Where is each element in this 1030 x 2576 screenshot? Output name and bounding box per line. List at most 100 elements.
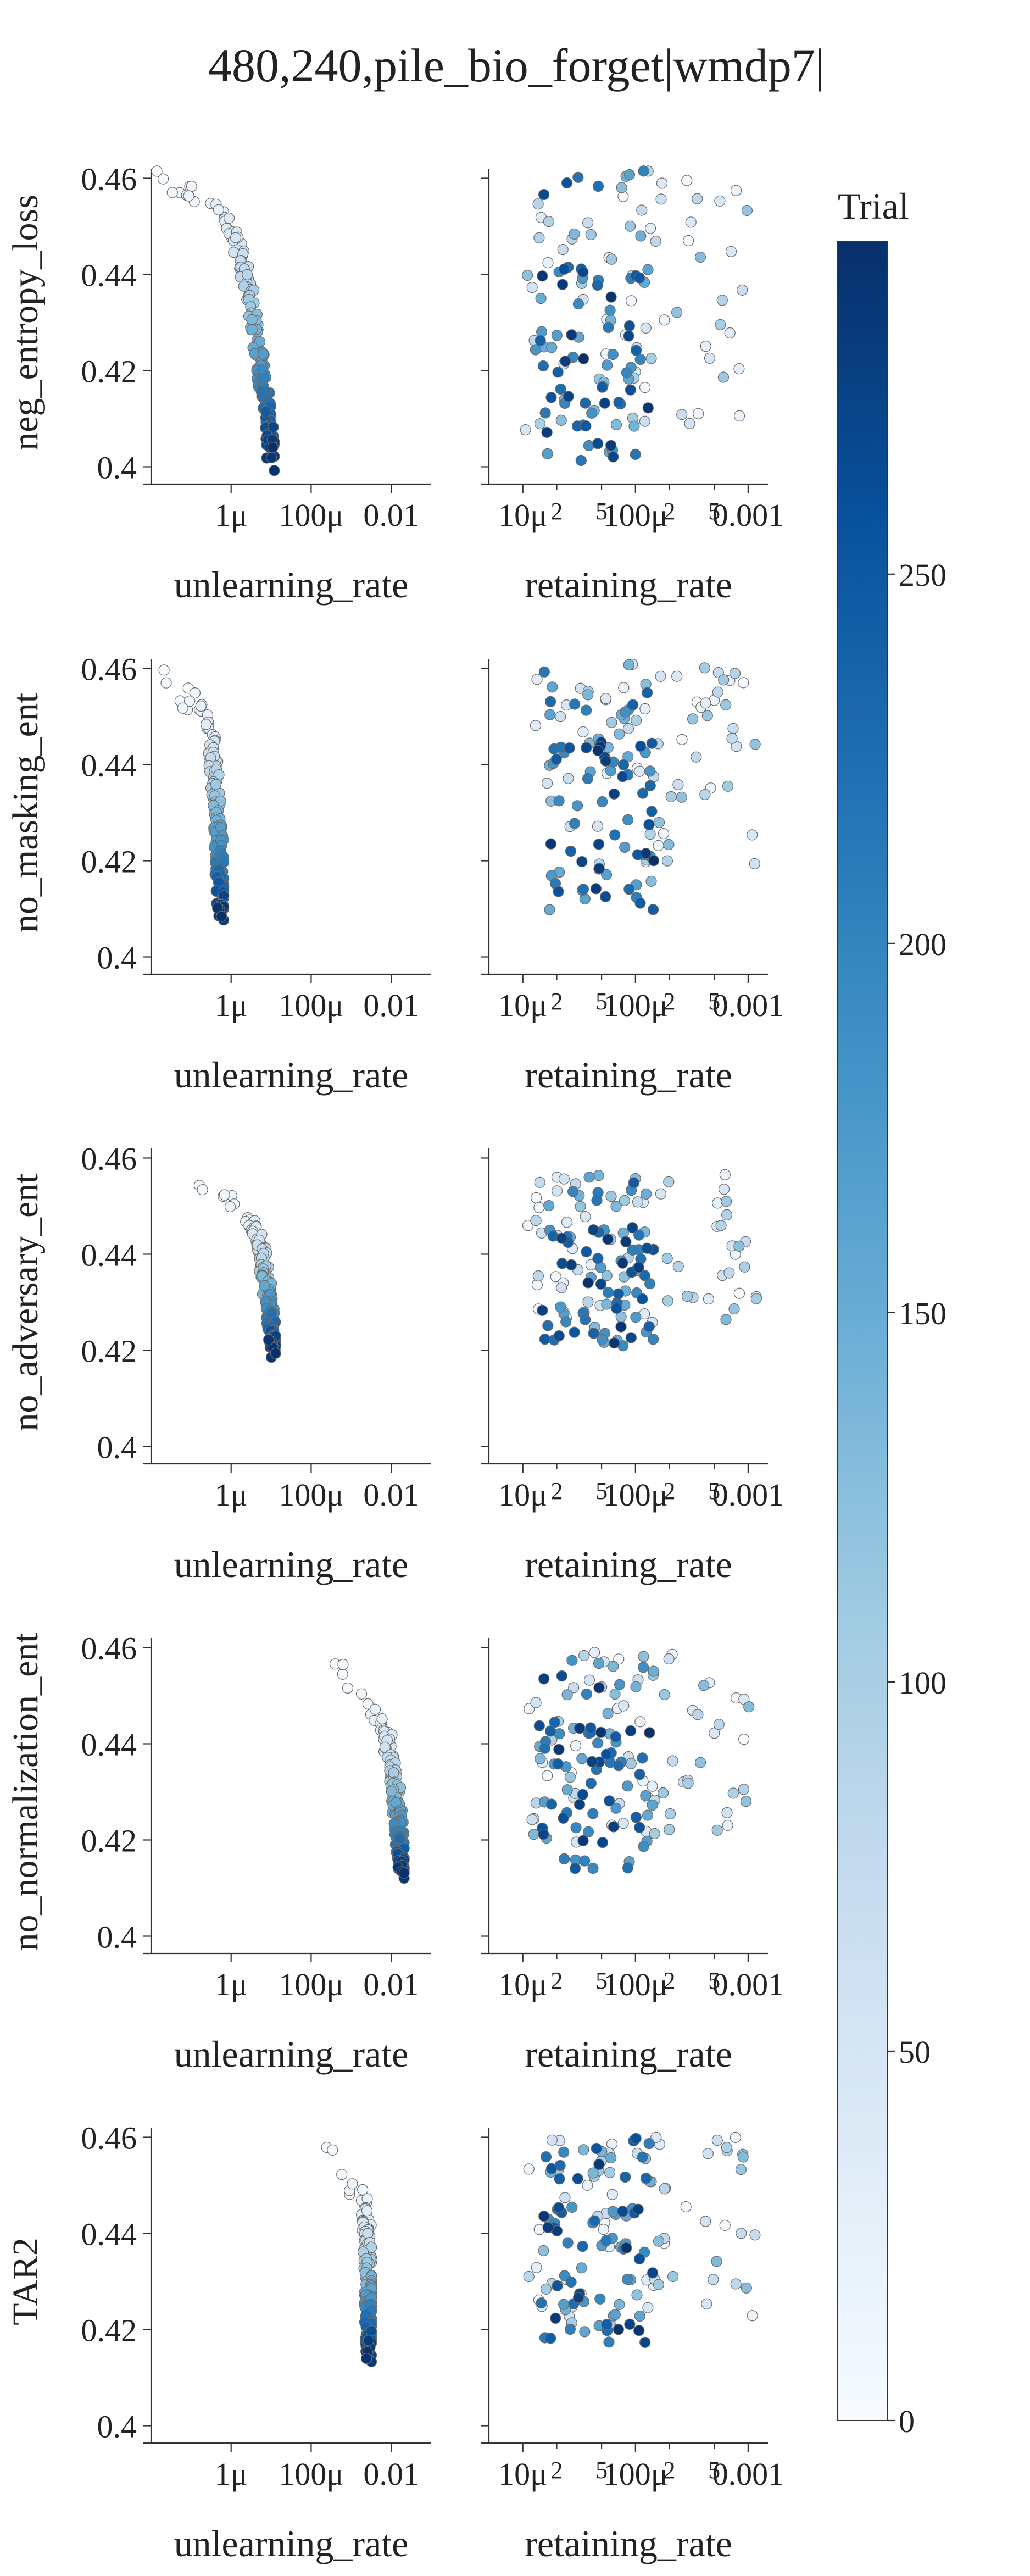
scatter-point — [544, 904, 555, 915]
scatter-point — [640, 1188, 652, 1200]
scatter-point — [600, 2235, 612, 2246]
scatter-point — [543, 1200, 555, 1212]
subplot-no_normalization_ent-unlearning_rate: 0.4 0.42 0.44 0.46 1μ 100μ 0.01 unlearning_rate — [81, 1631, 431, 2075]
scatter-point — [747, 829, 758, 841]
scatter-point — [585, 229, 597, 241]
scatter-point — [634, 272, 645, 284]
scatter-point — [736, 284, 748, 296]
scatter-point — [580, 704, 592, 716]
x-minor-tick-label: 2 — [550, 1478, 563, 1504]
scatter-point — [609, 2309, 621, 2320]
scatter-point — [533, 1202, 545, 1213]
scatter-point — [553, 1330, 565, 1342]
scatter-point — [605, 1191, 617, 1202]
scatter-point — [711, 2256, 722, 2267]
scatter-point — [258, 372, 270, 384]
scatter-point — [216, 911, 227, 922]
scatter-point — [576, 1753, 588, 1764]
scatter-point — [620, 2171, 631, 2183]
x-tick-label: 0.001 — [712, 1967, 784, 2002]
scatter-point — [565, 2276, 577, 2288]
scatter-point — [617, 771, 628, 782]
scatter-point — [530, 1697, 542, 1708]
x-tick-label: 100μ — [603, 497, 668, 533]
scatter-point — [587, 1808, 599, 1819]
scatter-point — [327, 2144, 338, 2156]
scatter-point — [655, 670, 666, 682]
scatter-point — [596, 1334, 608, 1345]
scatter-point — [730, 2131, 741, 2143]
x-tick-label: 0.01 — [363, 987, 419, 1023]
scatter-point — [682, 1778, 694, 1789]
subplot-TAR2-retaining_rate: 10μ 100μ 0.001 2 5 2 5 retaining_rate — [481, 2128, 784, 2564]
scatter-point — [579, 2326, 591, 2338]
x-minor-tick-label: 2 — [664, 988, 676, 1015]
scatter-point — [625, 1758, 637, 1769]
scatter-point — [540, 2151, 552, 2163]
scatter-point — [582, 1277, 594, 1289]
scatter-point — [539, 1334, 551, 1345]
scatter-point — [619, 841, 631, 853]
x-tick-label: 0.01 — [363, 1967, 419, 2002]
colorbar-gradient — [837, 241, 888, 2421]
scatter-point — [166, 187, 178, 198]
scatter-point — [606, 253, 617, 265]
scatter-point — [693, 408, 704, 419]
scatter-point — [201, 719, 212, 730]
scatter-point — [566, 329, 577, 341]
scatter-point — [701, 2298, 712, 2309]
scatter-point — [342, 1682, 354, 1694]
scatter-point — [694, 1757, 706, 1768]
scatter-point — [600, 1748, 613, 1760]
scatter-point — [558, 1853, 570, 1864]
scatter-point — [560, 356, 571, 367]
scatter-series — [530, 658, 761, 915]
scatter-point — [535, 292, 547, 304]
scatter-point — [620, 706, 631, 718]
scatter-point — [625, 1332, 637, 1343]
scatter-point — [609, 1688, 621, 1700]
y-tick-label: 0.46 — [81, 162, 137, 197]
scatter-point — [739, 1261, 750, 1273]
scatter-point — [597, 381, 608, 393]
scatter-point — [621, 367, 633, 379]
scatter-point — [730, 185, 742, 196]
scatter-point — [680, 2201, 692, 2213]
x-tick-label: 100μ — [279, 2456, 343, 2492]
scatter-point — [186, 181, 197, 192]
scatter-point — [560, 1316, 572, 1328]
scatter-point — [667, 2270, 679, 2283]
scatter-point — [733, 410, 745, 422]
scatter-point — [608, 788, 620, 800]
scatter-point — [741, 2282, 752, 2294]
scatter-point — [641, 1242, 653, 1254]
x-axis-label: unlearning_rate — [174, 564, 409, 606]
scatter-point — [721, 2142, 733, 2153]
scatter-point — [642, 687, 653, 698]
x-minor-tick-label: 2 — [550, 1967, 563, 1994]
scatter-point — [360, 2353, 372, 2364]
scatter-point — [542, 1320, 554, 1331]
scatter-point — [692, 1709, 704, 1720]
scatter-point — [714, 195, 726, 207]
scatter-point — [647, 1780, 658, 1792]
y-tick-label: 0.44 — [81, 748, 137, 784]
scatter-point — [599, 397, 611, 409]
scatter-point — [632, 2203, 644, 2215]
scatter-point — [646, 806, 658, 817]
scatter-point — [647, 904, 659, 915]
scatter-point — [547, 681, 558, 693]
scatter-point — [643, 819, 655, 830]
scatter-point — [741, 204, 753, 216]
scatter-point — [656, 177, 668, 189]
scatter-point — [621, 2273, 633, 2285]
scatter-series — [524, 1647, 755, 1874]
x-tick-label: 100μ — [279, 1967, 343, 2002]
scatter-point — [625, 1725, 637, 1737]
scatter-point — [219, 1189, 230, 1201]
scatter-point — [242, 269, 253, 280]
scatter-point — [531, 1192, 542, 1203]
scatter-point — [550, 753, 562, 765]
scatter-series — [520, 165, 753, 467]
